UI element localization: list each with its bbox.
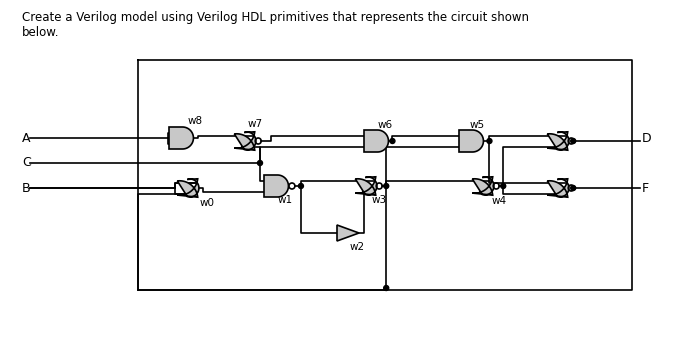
Polygon shape: [547, 132, 569, 150]
Text: F: F: [642, 182, 649, 195]
Text: w8: w8: [188, 116, 203, 126]
Polygon shape: [547, 179, 569, 197]
Text: Create a Verilog model using Verilog HDL primitives that represents the circuit : Create a Verilog model using Verilog HDL…: [22, 11, 529, 24]
Text: w3: w3: [372, 195, 387, 205]
Polygon shape: [235, 132, 256, 150]
Circle shape: [390, 139, 395, 143]
Text: D: D: [642, 132, 651, 144]
Polygon shape: [473, 177, 494, 195]
Circle shape: [500, 183, 506, 189]
Circle shape: [258, 160, 262, 166]
Polygon shape: [337, 225, 359, 241]
Polygon shape: [264, 175, 288, 197]
Text: w4: w4: [492, 196, 507, 206]
Text: w6: w6: [378, 120, 393, 130]
Polygon shape: [177, 179, 199, 197]
Text: w5: w5: [470, 120, 485, 130]
Text: w0: w0: [200, 198, 215, 208]
Text: w7: w7: [248, 119, 263, 129]
Text: below.: below.: [22, 26, 60, 39]
Text: w1: w1: [278, 195, 293, 205]
Text: w2: w2: [350, 242, 365, 252]
Polygon shape: [169, 127, 193, 149]
Circle shape: [384, 285, 389, 291]
Text: C: C: [22, 157, 31, 169]
Text: B: B: [22, 182, 31, 195]
Circle shape: [571, 185, 576, 190]
Text: A: A: [22, 132, 31, 144]
Polygon shape: [364, 130, 388, 152]
Circle shape: [487, 139, 492, 143]
Circle shape: [384, 183, 389, 189]
Polygon shape: [459, 130, 483, 152]
Polygon shape: [356, 177, 377, 195]
Circle shape: [299, 183, 303, 189]
Circle shape: [571, 139, 576, 143]
